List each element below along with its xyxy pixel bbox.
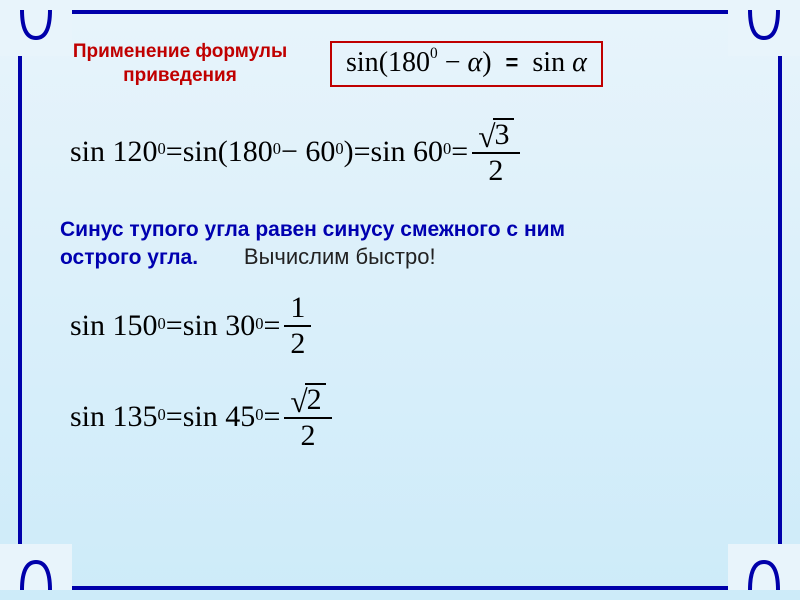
- example-sin120: sin 1200 = sin(1800 − 600) = sin 600 = √…: [70, 116, 750, 188]
- reduction-formula-box: sin(1800 − α) = sin α: [330, 41, 603, 87]
- fraction-1-over-2: 1 2: [284, 291, 311, 361]
- slide-content: Применение формулы приведения sin(1800 −…: [50, 40, 750, 560]
- fraction-sqrt3-over-2: √3 2: [472, 116, 519, 188]
- slide-title: Применение формулы приведения: [50, 40, 310, 88]
- title-line2: приведения: [123, 65, 237, 86]
- formula-rhs: sin α: [532, 47, 586, 79]
- calc-sin150: sin 1500 = sin 300 = 1 2: [70, 291, 750, 361]
- title-line1: Применение формулы: [73, 41, 287, 62]
- title-row: Применение формулы приведения sin(1800 −…: [50, 40, 750, 88]
- formula-lhs: sin(1800 − α): [346, 47, 492, 79]
- rule-line1: Синус тупого угла равен синусу смежного …: [60, 218, 565, 241]
- hint-text: Вычислим быстро!: [244, 244, 436, 269]
- rule-line2: острого угла.: [60, 246, 198, 269]
- fraction-sqrt2-over-2: √2 2: [284, 381, 331, 453]
- calc-sin135: sin 1350 = sin 450 = √2 2: [70, 381, 750, 453]
- equals-sign: =: [506, 50, 519, 76]
- rule-statement: Синус тупого угла равен синусу смежного …: [60, 216, 750, 272]
